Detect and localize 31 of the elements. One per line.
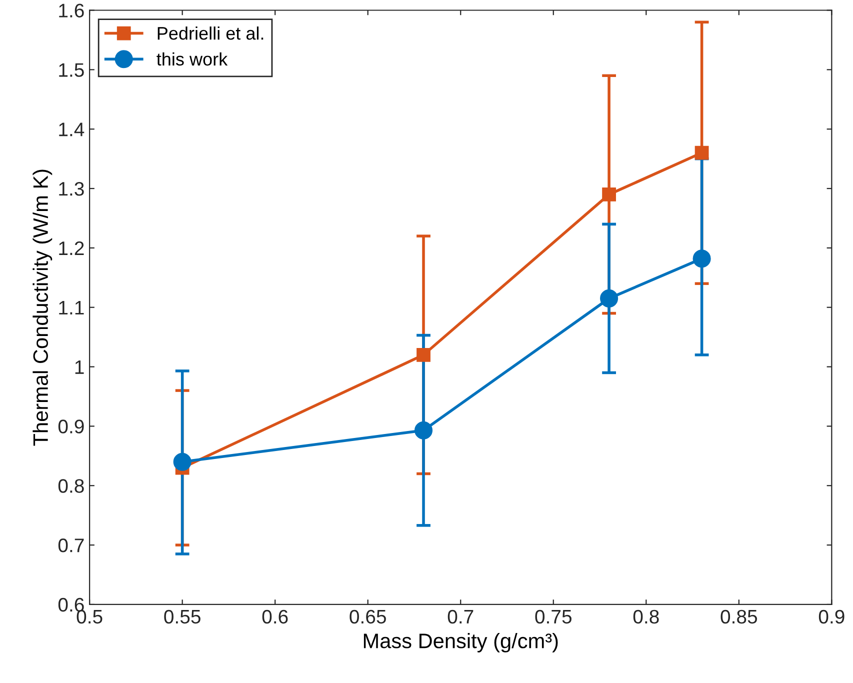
- x-tick-label: 0.65: [350, 610, 386, 624]
- legend-label: Pedrielli et al.: [158, 26, 264, 40]
- point: [692, 250, 711, 268]
- y-tick-label: 0.8: [58, 479, 84, 493]
- legend-label: this work: [156, 52, 228, 66]
- x-tick-label: 0.9: [818, 610, 844, 624]
- y-tick-label: 1.6: [59, 4, 84, 18]
- x-tick-label: 0.5: [76, 610, 102, 624]
- x-axis-title: Mass Density (g/cm³): [364, 633, 558, 652]
- x-tick-label: 0.85: [720, 610, 758, 624]
- x-tick-label: 0.6: [262, 610, 288, 624]
- y-tick-label: 0.7: [58, 538, 84, 552]
- y-tick-label: 0.9: [58, 420, 84, 434]
- point: [414, 421, 433, 440]
- y-tick-label: 1.2: [59, 241, 84, 255]
- x-tick-label: 0.55: [164, 610, 200, 624]
- y-axis-title: Thermal Conductivity (W/m K): [32, 170, 52, 446]
- point: [602, 188, 616, 202]
- x-tick-label: 0.8: [633, 610, 659, 624]
- y-tick-label: 0.6: [58, 598, 84, 612]
- y-tick-label: 1.5: [59, 63, 84, 77]
- point: [600, 289, 618, 308]
- point: [416, 348, 430, 362]
- y-tick-label: 1.4: [59, 122, 84, 136]
- y-tick-label: 1.3: [59, 182, 84, 196]
- x-tick-label: 0.7: [448, 610, 474, 624]
- point: [173, 452, 192, 471]
- y-tick-label: 1: [75, 360, 84, 374]
- point: [694, 146, 709, 160]
- x-tick-label: 0.75: [535, 610, 572, 624]
- y-tick-label: 1.1: [59, 301, 84, 314]
